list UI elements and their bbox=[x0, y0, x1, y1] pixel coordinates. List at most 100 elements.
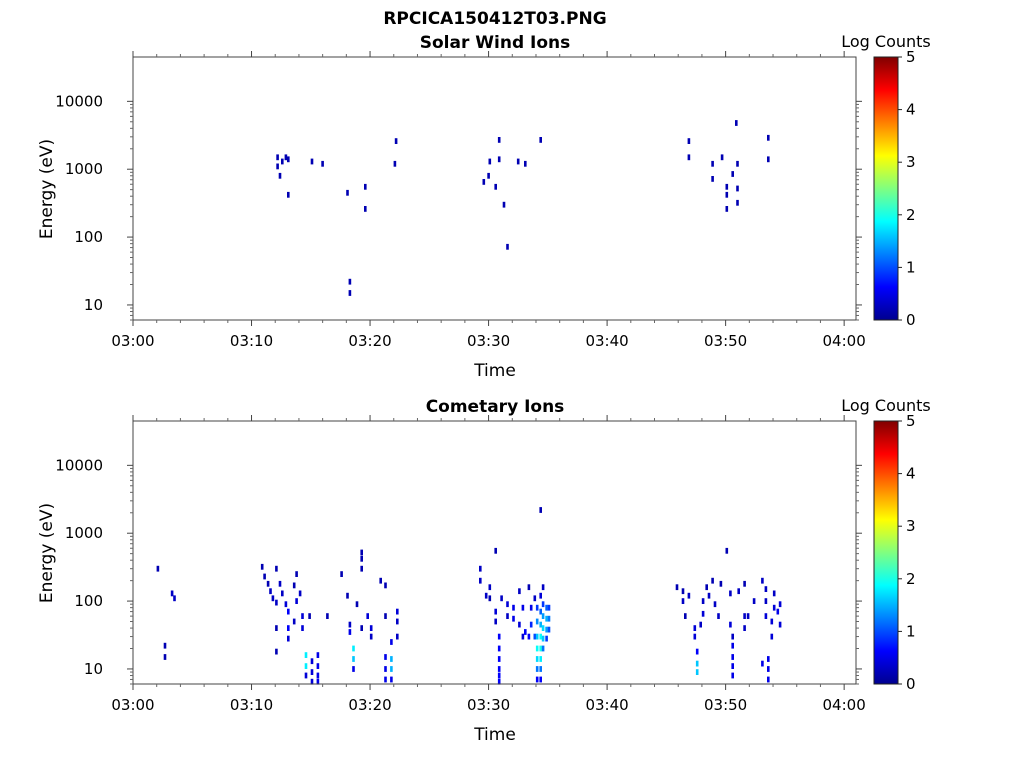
heatmap-cell bbox=[772, 590, 776, 597]
x-tick-label: 03:30 bbox=[467, 696, 510, 714]
y-tick-label: 10000 bbox=[55, 456, 103, 474]
heatmap-cell bbox=[506, 601, 509, 608]
heatmap-cell bbox=[539, 676, 542, 683]
heatmap-cell bbox=[390, 656, 393, 662]
heatmap-cell bbox=[364, 183, 367, 190]
heatmap-cells bbox=[156, 507, 782, 685]
panel-title: Cometary Ions bbox=[426, 397, 565, 417]
heatmap-cell bbox=[366, 613, 369, 619]
x-tick-label: 04:00 bbox=[823, 332, 866, 350]
heatmap-cell bbox=[695, 669, 699, 675]
heatmap-cell bbox=[529, 604, 533, 611]
heatmap-cell bbox=[316, 663, 320, 669]
heatmap-cell bbox=[720, 154, 724, 161]
heatmap-cell bbox=[512, 615, 515, 622]
heatmap-cell bbox=[764, 613, 768, 619]
x-tick-label: 03:30 bbox=[467, 332, 510, 350]
heatmap-cell bbox=[767, 134, 770, 141]
heatmap-cell bbox=[276, 163, 279, 170]
heatmap-cell bbox=[487, 172, 490, 179]
heatmap-cell bbox=[767, 676, 770, 683]
y-tick-label: 10 bbox=[84, 660, 103, 678]
heatmap-cell bbox=[310, 678, 314, 685]
heatmap-cell bbox=[163, 654, 167, 660]
heatmap-cell bbox=[729, 621, 732, 628]
heatmap-cell bbox=[263, 573, 266, 580]
heatmap-cell bbox=[292, 618, 296, 625]
colorbar-tick-label: 5 bbox=[906, 48, 916, 66]
heatmap-cell bbox=[292, 582, 296, 589]
heatmap-cell bbox=[348, 290, 352, 296]
heatmap-cell bbox=[502, 201, 506, 208]
heatmap-cell bbox=[547, 615, 551, 622]
heatmap-cell bbox=[494, 608, 497, 615]
heatmap-cell bbox=[761, 660, 764, 667]
cometary-ions-panel: Cometary Ions Energy (eV) Time Log Count… bbox=[37, 396, 931, 745]
heatmap-cell bbox=[497, 645, 501, 652]
heatmap-cell bbox=[533, 633, 537, 640]
colorbar-tick-label: 3 bbox=[906, 517, 916, 535]
heatmap-cell bbox=[681, 598, 685, 604]
panel-title: Solar Wind Ions bbox=[420, 33, 571, 53]
heatmap-cell bbox=[535, 656, 539, 662]
heatmap-cell bbox=[545, 626, 548, 633]
x-tick-label: 03:00 bbox=[111, 332, 154, 350]
colorbar bbox=[873, 56, 899, 321]
heatmap-cell bbox=[284, 601, 288, 608]
heatmap-cell bbox=[266, 580, 270, 587]
heatmap-cell bbox=[529, 621, 533, 628]
heatmap-cell bbox=[278, 580, 282, 587]
heatmap-cell bbox=[713, 601, 717, 608]
x-tick-label: 03:40 bbox=[585, 696, 628, 714]
heatmap-cell bbox=[281, 158, 284, 165]
heatmap-cell bbox=[276, 154, 279, 161]
heatmap-cell bbox=[494, 547, 497, 554]
heatmap-cell bbox=[295, 571, 298, 577]
heatmap-cell bbox=[711, 160, 714, 167]
heatmap-cell bbox=[527, 584, 531, 591]
heatmap-cell bbox=[524, 160, 527, 167]
heatmap-cell bbox=[390, 676, 393, 683]
heatmap-cell bbox=[348, 621, 352, 628]
heatmap-cell bbox=[346, 189, 349, 196]
heatmap-cell bbox=[731, 171, 734, 177]
heatmap-cell bbox=[500, 595, 503, 602]
heatmap-cell bbox=[736, 185, 739, 192]
heatmap-cell bbox=[364, 206, 367, 212]
heatmap-cell bbox=[310, 158, 314, 165]
x-tick-label: 03:10 bbox=[230, 696, 273, 714]
heatmap-cell bbox=[316, 672, 320, 679]
heatmap-cell bbox=[275, 625, 278, 631]
heatmap-cell bbox=[539, 507, 542, 513]
heatmap-cell bbox=[301, 625, 304, 631]
colorbar-tick-label: 2 bbox=[906, 570, 916, 588]
heatmap-cell bbox=[384, 666, 387, 672]
heatmap-cell bbox=[719, 580, 723, 587]
heatmap-cell bbox=[393, 160, 397, 167]
heatmap-cell bbox=[535, 666, 539, 672]
heatmap-cell bbox=[173, 595, 176, 602]
heatmap-cell bbox=[506, 243, 509, 250]
heatmap-cell bbox=[743, 625, 746, 631]
heatmap-cell bbox=[287, 608, 290, 615]
heatmap-cell bbox=[695, 648, 699, 655]
heatmap-cell bbox=[316, 652, 320, 658]
heatmap-cell bbox=[304, 672, 308, 679]
heatmap-cell bbox=[539, 608, 542, 615]
heatmap-cell bbox=[497, 156, 501, 163]
heatmap-cell bbox=[541, 584, 545, 591]
heatmap-cell bbox=[539, 137, 542, 143]
heatmap-cell bbox=[764, 586, 768, 592]
heatmap-cell bbox=[506, 613, 509, 619]
heatmap-cell bbox=[516, 158, 520, 165]
heatmap-cell bbox=[170, 590, 174, 597]
heatmap-cell bbox=[301, 613, 304, 619]
heatmap-cell bbox=[355, 601, 359, 608]
heatmap-cell bbox=[711, 577, 714, 584]
heatmap-cell bbox=[304, 663, 308, 669]
heatmap-cell bbox=[484, 592, 488, 599]
heatmap-cell bbox=[260, 563, 264, 570]
colorbar-tick-label: 4 bbox=[906, 465, 916, 483]
heatmap-cell bbox=[701, 598, 705, 604]
heatmap-cell bbox=[770, 618, 774, 625]
